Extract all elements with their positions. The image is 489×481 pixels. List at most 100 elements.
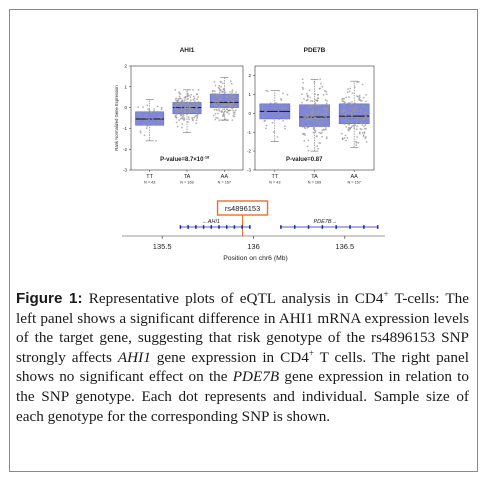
sample-point bbox=[307, 139, 310, 142]
sample-point bbox=[184, 99, 186, 102]
sample-point bbox=[284, 127, 286, 130]
sample-point bbox=[360, 109, 363, 112]
sample-point bbox=[183, 117, 186, 120]
sample-point bbox=[265, 124, 268, 127]
gene-exon bbox=[233, 225, 236, 229]
sample-point bbox=[183, 102, 186, 105]
sample-point bbox=[340, 132, 343, 135]
sample-point bbox=[139, 130, 142, 132]
sample-point bbox=[322, 93, 325, 96]
sample-point bbox=[196, 93, 199, 96]
gene-exon bbox=[335, 225, 338, 229]
sample-point bbox=[355, 113, 358, 116]
sample-point bbox=[306, 145, 309, 148]
sample-point bbox=[189, 101, 192, 103]
sample-point bbox=[150, 111, 153, 114]
sample-point bbox=[276, 136, 279, 138]
sample-point bbox=[220, 98, 223, 101]
sample-point bbox=[231, 89, 234, 92]
sample-size-label: N = 157 bbox=[218, 181, 231, 185]
sample-point bbox=[317, 97, 319, 100]
snp-label: rs4896153 bbox=[225, 204, 260, 213]
y-tick-label: -2 bbox=[123, 147, 127, 152]
sample-point bbox=[314, 93, 316, 96]
sample-point bbox=[272, 112, 274, 114]
sample-point bbox=[175, 116, 178, 119]
sample-point bbox=[312, 111, 314, 114]
caption-text-5: gene expression in relation to the SNP g… bbox=[16, 368, 469, 425]
sample-point bbox=[175, 111, 177, 114]
sample-point bbox=[353, 86, 356, 89]
sample-point bbox=[214, 113, 217, 115]
sample-point bbox=[319, 123, 322, 126]
sample-point bbox=[153, 110, 156, 112]
locus-axis-label: Position on chr6 (Mb) bbox=[223, 255, 288, 262]
sample-point bbox=[301, 93, 303, 96]
sample-point bbox=[359, 110, 362, 113]
sample-point bbox=[312, 128, 315, 130]
pde7b-panel: PDE7B -3 -2 -1 0 1 2 TTN = 43 TAN = 169 AAN = 157… bbox=[247, 47, 375, 185]
sample-point bbox=[349, 108, 352, 110]
sample-point bbox=[212, 98, 215, 100]
sample-point bbox=[272, 131, 275, 134]
sample-point bbox=[366, 117, 368, 120]
sample-point bbox=[191, 119, 194, 121]
sample-point bbox=[180, 126, 183, 129]
sample-point bbox=[179, 109, 181, 111]
sample-point bbox=[343, 137, 346, 139]
sample-point bbox=[233, 113, 236, 116]
sample-point bbox=[266, 90, 269, 93]
sample-point bbox=[226, 111, 228, 114]
sample-point bbox=[284, 125, 286, 128]
sample-point bbox=[356, 81, 359, 84]
sample-point bbox=[362, 105, 365, 108]
sample-point bbox=[365, 100, 367, 103]
sample-point bbox=[308, 89, 311, 91]
sample-point bbox=[321, 120, 323, 123]
sample-point bbox=[362, 134, 365, 136]
sample-point bbox=[342, 106, 345, 108]
sample-point bbox=[325, 137, 328, 140]
sample-point bbox=[355, 121, 358, 124]
sample-point bbox=[193, 100, 196, 103]
sample-point bbox=[359, 119, 362, 122]
sample-point bbox=[315, 99, 318, 102]
sample-point bbox=[231, 100, 233, 103]
sample-point bbox=[197, 89, 200, 91]
sample-point bbox=[136, 120, 139, 122]
sample-point bbox=[344, 134, 347, 137]
sample-point bbox=[271, 121, 274, 124]
sample-point bbox=[176, 108, 179, 110]
sample-point bbox=[187, 98, 190, 100]
gene-exon bbox=[241, 225, 243, 229]
sample-point bbox=[343, 114, 346, 116]
sample-point bbox=[178, 105, 181, 108]
sample-point bbox=[302, 133, 305, 136]
sample-point bbox=[345, 125, 347, 128]
sample-point bbox=[143, 123, 146, 126]
sample-point bbox=[317, 109, 320, 112]
sample-point bbox=[354, 102, 357, 105]
sample-point bbox=[317, 93, 320, 96]
sample-point bbox=[226, 103, 228, 105]
sample-point bbox=[179, 118, 182, 120]
sample-point bbox=[227, 100, 230, 103]
sample-point bbox=[191, 102, 194, 104]
sample-point bbox=[186, 113, 188, 116]
y-tick-label: 0 bbox=[248, 111, 251, 116]
sample-point bbox=[225, 119, 228, 121]
sample-point bbox=[188, 112, 191, 114]
sample-size-label: N = 43 bbox=[144, 181, 155, 185]
gene-exon bbox=[349, 225, 351, 229]
sample-point bbox=[272, 118, 275, 120]
sample-point bbox=[315, 135, 318, 138]
y-tick-label: -3 bbox=[247, 168, 251, 173]
sample-point bbox=[195, 103, 198, 106]
sample-point bbox=[213, 108, 216, 111]
sample-point bbox=[306, 92, 308, 95]
sample-point bbox=[309, 96, 311, 99]
sample-point bbox=[351, 92, 354, 94]
sample-point bbox=[315, 110, 317, 113]
sample-point bbox=[323, 115, 326, 118]
sample-point bbox=[319, 78, 322, 81]
